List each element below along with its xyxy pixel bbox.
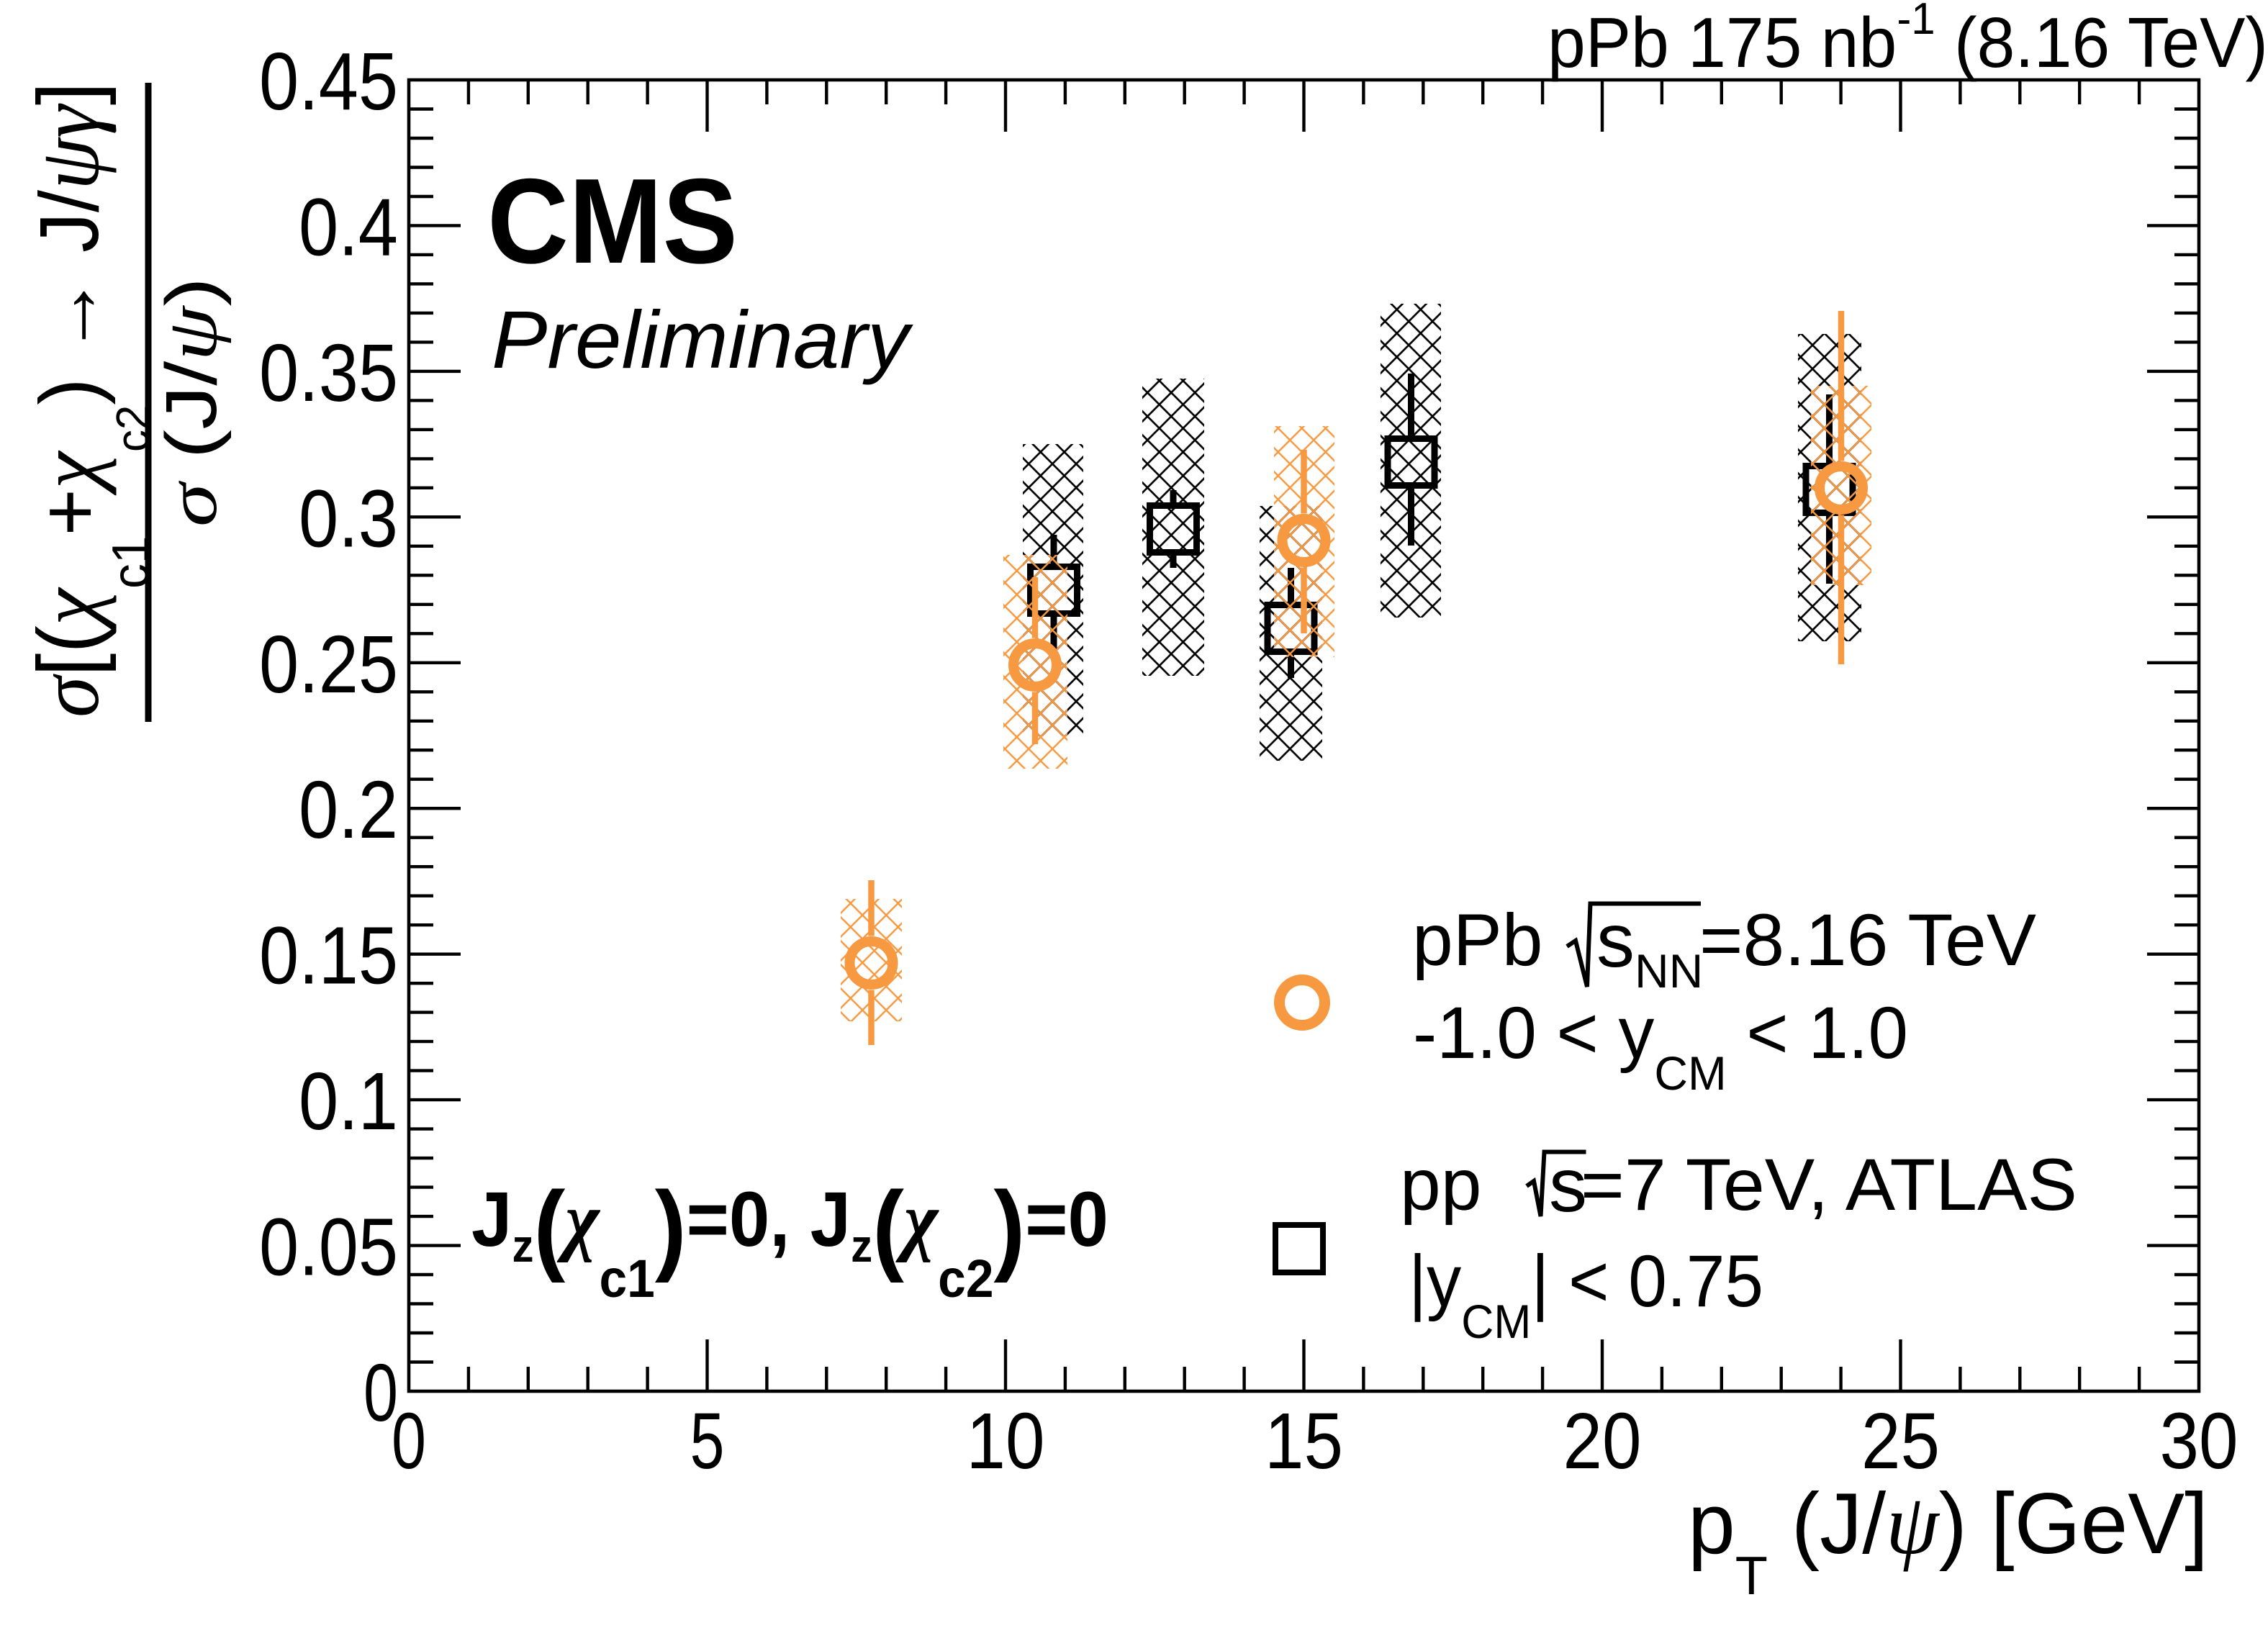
svg-text:30: 30 (2160, 1397, 2238, 1485)
svg-text:σ (J/ψ): σ (J/ψ) (151, 277, 232, 527)
svg-text:NN: NN (1635, 944, 1703, 998)
svg-text:s: s (1596, 898, 1635, 983)
svg-text:Preliminary: Preliminary (492, 294, 914, 385)
svg-text:0.4: 0.4 (299, 181, 398, 272)
svg-text:0: 0 (392, 1397, 426, 1485)
svg-text:=7 TeV, ATLAS: =7 TeV, ATLAS (1581, 1144, 2077, 1226)
svg-text:0: 0 (363, 1347, 398, 1438)
svg-text:5: 5 (690, 1397, 725, 1485)
svg-text:pp: pp (1400, 1144, 1481, 1226)
svg-text:CMS: CMS (487, 153, 738, 289)
svg-text:0.1: 0.1 (299, 1056, 398, 1147)
svg-text:0.2: 0.2 (299, 764, 398, 855)
svg-text:0.35: 0.35 (259, 327, 398, 418)
svg-text:15: 15 (1265, 1397, 1343, 1485)
svg-text:0.15: 0.15 (259, 910, 398, 1001)
svg-text:0.45: 0.45 (259, 36, 398, 127)
svg-text:Jz(χc1)=0, Jz(χc2)=0: Jz(χ c1)=0, Jz(χ c2)=0 (471, 1170, 1108, 1308)
svg-text:s: s (1549, 1143, 1587, 1228)
svg-text:10: 10 (967, 1397, 1045, 1485)
svg-text:20: 20 (1563, 1397, 1642, 1485)
svg-text:pPb: pPb (1412, 899, 1543, 981)
svg-text:0.3: 0.3 (299, 473, 398, 564)
svg-text:0.25: 0.25 (259, 619, 398, 710)
svg-text:25: 25 (1861, 1397, 1940, 1485)
svg-text:=8.16 TeV: =8.16 TeV (1699, 899, 2036, 981)
svg-text:0.05: 0.05 (259, 1202, 398, 1293)
